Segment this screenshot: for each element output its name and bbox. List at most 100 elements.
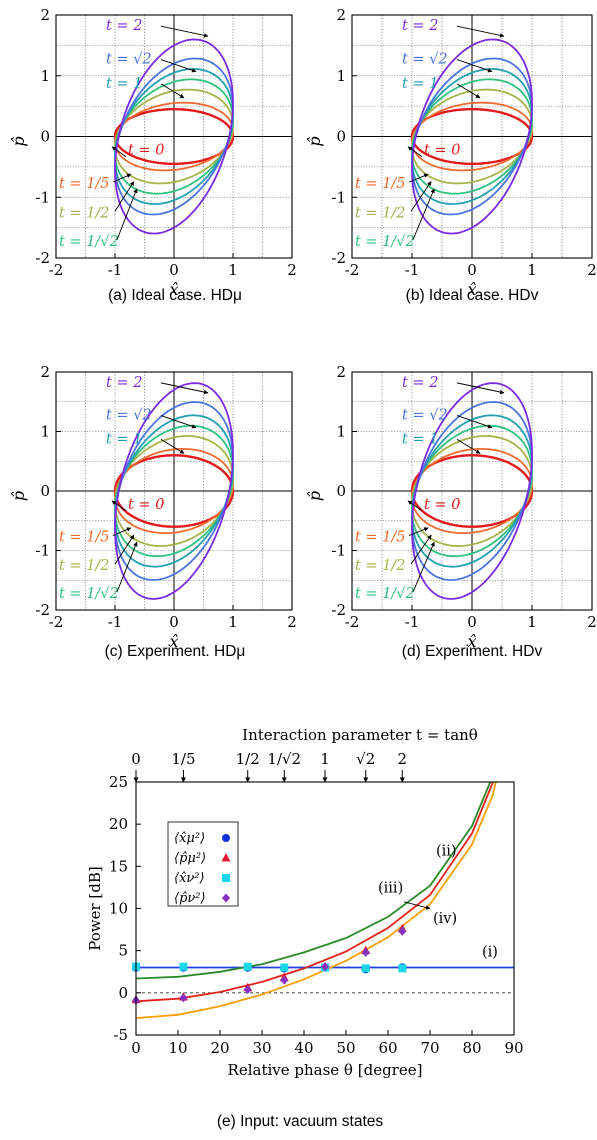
y-tick-label: -2	[35, 249, 50, 267]
y-tick-label: -5	[113, 1026, 128, 1044]
x-tick-label: -2	[49, 261, 64, 279]
x-tick-label: 50	[336, 1039, 355, 1057]
label-arrow	[160, 25, 209, 38]
legend-marker	[222, 834, 230, 842]
y-axis-label: p̂	[305, 136, 324, 146]
ellipse-t2	[114, 382, 234, 600]
y-axis-label: p̂	[9, 491, 28, 501]
panel-e: Interaction parameter t = tanθ 0 1/5 1/2 1/√…	[86, 726, 524, 1130]
panel-b: -2 -1 0 1 2 2 1 0 -1 -2 x̂ p̂ t = 2 t = √2 t = 1 t = 0 t…	[305, 6, 597, 304]
curve-label: (ii)	[436, 843, 457, 859]
curve-label: t = 1/5	[355, 530, 406, 546]
y-tick-label: -1	[331, 188, 346, 206]
label-arrow	[408, 173, 429, 183]
x-tick-label: 1	[527, 613, 537, 631]
y-tick-label: 10	[109, 900, 128, 918]
y-tick-label: -1	[35, 188, 50, 206]
curve-label: t = 1/2	[355, 205, 406, 221]
curve-label: t = 2	[106, 18, 142, 34]
marker-x-nu	[179, 962, 188, 971]
curve-label: t = 1	[106, 76, 142, 92]
marker-p-nu	[280, 975, 289, 985]
panel-d: -2 -1 0 1 2 2 1 0 -1 -2 x̂ p̂ t = 2 t = √2 t = 1 t = 0 t…	[305, 363, 597, 660]
marker-p-nu	[321, 962, 329, 972]
y-tick-label: 0	[118, 984, 128, 1002]
x-tick-label: 60	[378, 1039, 397, 1057]
y-tick-label: 0	[40, 482, 50, 500]
y-tick-label: -1	[35, 542, 50, 560]
top-tick-label: 2	[398, 750, 408, 768]
curve-label: t = 1	[402, 431, 438, 447]
curve-label: t = 1	[402, 76, 438, 92]
y-tick-label: 2	[40, 6, 50, 24]
y-axis-label: p̂	[305, 491, 324, 501]
curve-label: t = 1/√2	[59, 234, 119, 250]
y-tick-label: 0	[336, 128, 346, 146]
label-arrow	[456, 439, 481, 454]
y-tick-label: 2	[336, 363, 346, 381]
curve-label: t = 1/5	[59, 176, 110, 192]
label-arrow	[160, 415, 197, 429]
curve-label: t = 0	[128, 497, 164, 513]
label-arrow	[114, 181, 135, 212]
label-arrow	[407, 146, 423, 158]
x-axis-label: x̂	[467, 280, 476, 299]
curve-label: t = 1/√2	[355, 586, 415, 602]
y-tick-label: 15	[109, 857, 128, 875]
y-tick-label: 1	[336, 423, 346, 441]
label-arrow	[456, 83, 481, 99]
top-tick-label: 1	[320, 750, 330, 768]
y-tick-label: 25	[109, 773, 128, 791]
curve-label: t = 1/2	[59, 558, 110, 574]
x-tick-label: 40	[294, 1039, 313, 1057]
curve-label: t = 1/√2	[355, 234, 415, 250]
label-arrow	[114, 534, 135, 565]
x-tick-label: 0	[131, 1039, 141, 1057]
label-arrow	[456, 382, 505, 395]
label-arrow	[412, 541, 435, 593]
x-tick-label: -2	[345, 613, 360, 631]
panel-c: -2 -1 0 1 2 2 1 0 -1 -2 x̂ p̂ t = 2 t = √2 t = 1 t = 0 t…	[9, 363, 297, 660]
curve-label: (i)	[482, 945, 498, 961]
x-tick-label: 80	[462, 1039, 481, 1057]
x-tick-label: -1	[108, 613, 123, 631]
y-tick-label: 0	[40, 128, 50, 146]
marker-x-nu	[361, 964, 370, 973]
label-arrow	[111, 500, 127, 512]
y-tick-label: 1	[40, 423, 50, 441]
top-tick-label: 0	[131, 750, 141, 768]
y-tick-label: -2	[331, 601, 346, 619]
label-arrow	[160, 382, 209, 395]
x-tick-label: 2	[587, 261, 597, 279]
label-arrow	[160, 59, 197, 73]
label-arrow	[407, 500, 423, 512]
label-arrow	[116, 541, 138, 593]
curve-label: t = 1/2	[59, 205, 110, 221]
y-axis-label: Power [dB]	[86, 866, 104, 951]
curve-label: t = 2	[106, 375, 142, 391]
curve-label: t = √2	[106, 52, 152, 68]
panel-caption: (e) Input: vacuum states	[217, 1113, 384, 1130]
x-tick-label: -2	[345, 261, 360, 279]
y-tick-label: 1	[40, 67, 50, 85]
curves	[136, 782, 514, 1019]
legend-marker	[222, 893, 230, 903]
y-axis-label: p̂	[9, 136, 28, 146]
curve-label: t = 1/√2	[59, 586, 119, 602]
panel-caption: (d) Experiment. HDv	[402, 643, 543, 660]
legend: ⟨x̂μ²⟩ ⟨p̂μ²⟩ ⟨x̂ν²⟩ ⟨p̂ν²⟩	[167, 821, 239, 907]
y-tick-label: 20	[109, 815, 128, 833]
y-tick-label: -2	[35, 601, 50, 619]
curve-label: t = 2	[402, 375, 438, 391]
curve-label: t = √2	[106, 408, 152, 424]
label-arrow	[112, 173, 132, 183]
marker-p-nu	[398, 926, 407, 936]
label-arrow	[410, 534, 432, 565]
x-tick-label: 2	[287, 261, 297, 279]
x-axis-label: x̂	[169, 632, 178, 651]
top-tick-label: 1/√2	[267, 750, 301, 768]
curve-iii	[136, 782, 494, 1003]
curve-label: t = 2	[402, 18, 438, 34]
curve-label: t = 1	[106, 431, 142, 447]
top-axis-label: Interaction parameter t = tanθ	[242, 726, 478, 744]
